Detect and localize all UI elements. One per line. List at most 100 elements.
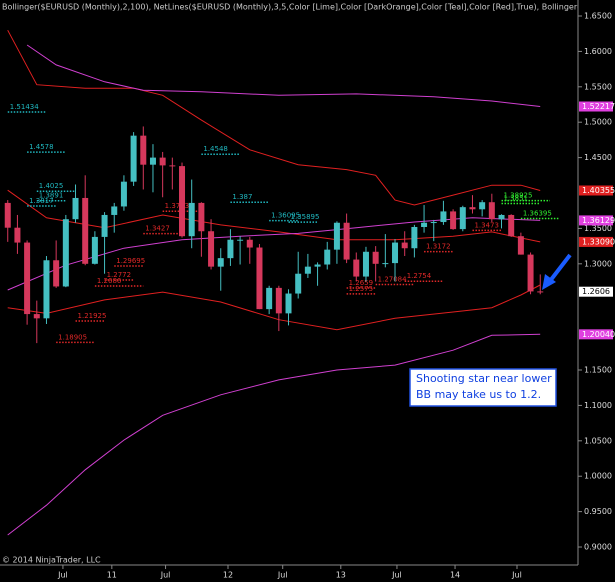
net-line-label: 1.2575 xyxy=(349,285,374,293)
net-line-label: 1.2772 xyxy=(107,271,131,279)
annotation-line: Shooting star near lower xyxy=(416,372,552,385)
candle-body xyxy=(266,287,273,310)
candle-body xyxy=(459,207,466,230)
candle-body xyxy=(208,231,215,267)
candle-body xyxy=(217,258,224,267)
net-line-label: 1.3891 xyxy=(39,192,64,200)
candle-body xyxy=(304,266,311,274)
price-label-box xyxy=(579,215,613,226)
price-label: 1.2606 xyxy=(582,287,610,296)
candle-body xyxy=(401,242,408,249)
candle-body xyxy=(53,260,60,287)
candle-body xyxy=(120,181,127,207)
candle-body xyxy=(362,251,369,277)
candle-body xyxy=(140,135,147,165)
y-tick-label: 1.0500 xyxy=(584,436,612,445)
candle-body xyxy=(101,214,108,237)
candle-body xyxy=(333,222,340,250)
band-line xyxy=(7,333,541,536)
net-line-label: 1.4548 xyxy=(203,145,228,153)
net-line-label: 1.2686 xyxy=(97,277,122,285)
candle-body xyxy=(295,273,302,294)
candle-body xyxy=(227,239,234,259)
y-tick-label: 1.4500 xyxy=(584,153,612,162)
net-line-label: 1.21925 xyxy=(78,312,107,320)
candle-body xyxy=(198,202,205,232)
price-label: 1.33090 xyxy=(582,237,615,246)
price-label: 1.36129 xyxy=(582,216,615,225)
net-line-label: 1.3473 xyxy=(474,221,499,229)
candle-body xyxy=(256,247,263,310)
annotation-box xyxy=(409,368,557,407)
price-label-box xyxy=(579,329,613,340)
candle-body xyxy=(411,226,418,249)
net-line-label: 1.2754 xyxy=(407,272,432,280)
y-tick-label: 1.6000 xyxy=(584,47,612,56)
x-tick-label: Jul xyxy=(160,571,171,580)
net-line-label: 1.4578 xyxy=(29,143,54,151)
net-line-label: 1.36395 xyxy=(523,210,552,218)
annotation: Shooting star near lower BB may take us … xyxy=(409,368,557,407)
net-line-label: 1.27084 xyxy=(378,275,407,283)
y-tick-label: 1.3500 xyxy=(584,224,612,233)
net-line-label: 1.35895 xyxy=(291,213,320,221)
y-tick-label: 1.5500 xyxy=(584,82,612,91)
candle-body xyxy=(82,197,89,264)
net-line-label: 1.18905 xyxy=(58,333,87,341)
price-label: 1.40355 xyxy=(582,186,615,195)
candle-body xyxy=(353,259,360,277)
candle-body xyxy=(382,263,389,265)
net-line-label: 1.3817 xyxy=(29,197,54,205)
candle-body xyxy=(479,202,486,210)
candle-body xyxy=(14,227,21,243)
candle-body xyxy=(33,314,40,319)
candle-body xyxy=(169,165,176,167)
candle-body xyxy=(469,207,476,210)
candle-body xyxy=(275,287,282,314)
arrow-head xyxy=(542,274,556,290)
price-label-box xyxy=(579,101,613,112)
candle-body xyxy=(237,239,244,241)
x-tick-label: 12 xyxy=(223,571,233,580)
x-tick-label: Jul xyxy=(511,571,522,580)
x-tick-label: 13 xyxy=(336,571,346,580)
y-tick-label: 1.3000 xyxy=(584,259,612,268)
candle-body xyxy=(4,202,11,228)
candle-body xyxy=(450,211,457,230)
y-tick-label: 1.5000 xyxy=(584,118,612,127)
candle-body xyxy=(111,206,118,215)
candle-body xyxy=(72,197,79,220)
candle-body xyxy=(421,222,428,227)
x-tick-label: 14 xyxy=(450,571,460,580)
net-line-label: 1.36095 xyxy=(271,212,300,220)
band-line xyxy=(7,29,541,206)
band-line xyxy=(7,284,541,331)
candle-body xyxy=(314,264,321,267)
arrow xyxy=(542,253,572,290)
price-label-box xyxy=(579,236,613,247)
candle-body xyxy=(179,166,186,237)
candle-body xyxy=(324,249,331,265)
net-line-label: 1.38925 xyxy=(504,192,533,200)
band-line xyxy=(26,44,541,107)
y-tick-label: 1.0000 xyxy=(584,472,612,481)
x-tick-label: 11 xyxy=(107,571,117,580)
candle-body xyxy=(537,291,544,293)
chart-title: Bollinger($EURUSD (Monthly),2,100), NetL… xyxy=(2,3,615,12)
price-label-box xyxy=(579,286,613,297)
footer: © 2014 NinjaTrader, LLC xyxy=(2,556,101,565)
net-line-label: 1.4025 xyxy=(39,182,64,190)
candle-body xyxy=(43,260,50,319)
net-line-label: 1.3851 xyxy=(504,195,529,203)
candle-body xyxy=(372,251,379,264)
y-tick-label: 1.6500 xyxy=(584,12,612,21)
candle-body xyxy=(24,242,31,315)
y-tick-label: 1.1000 xyxy=(584,401,612,410)
candle-body xyxy=(440,211,447,223)
net-line-label: 1.3743 xyxy=(165,202,190,210)
x-tick-label: Jul xyxy=(277,571,288,580)
candle-body xyxy=(246,239,253,248)
candle-body xyxy=(527,254,534,292)
